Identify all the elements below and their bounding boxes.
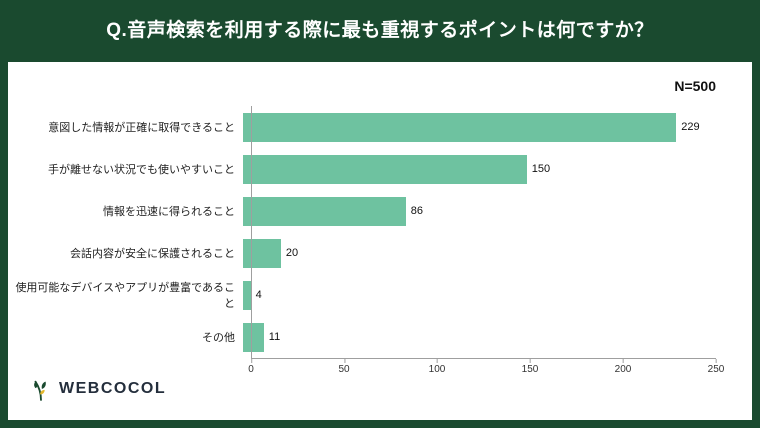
- brand-name: WEBCOCOL: [59, 380, 167, 397]
- value-label: 150: [531, 163, 551, 175]
- value-label: 11: [268, 331, 281, 343]
- question-banner: Q.音声検索を利用する際に最も重視するポイントは何ですか？: [0, 0, 760, 56]
- x-tick-label: 200: [614, 359, 632, 375]
- chart-panel: N=500 意図した情報が正確に取得できること 229 手が離せない状況でも使いやす…: [8, 62, 752, 420]
- sprout-icon: [34, 380, 46, 401]
- bar-track: 11: [243, 322, 716, 352]
- bar-track: 150: [243, 154, 716, 184]
- category-label: 使用可能なデバイスやアプリが豊富であること: [15, 282, 235, 310]
- bar: [243, 112, 677, 142]
- bar-track: 4: [243, 280, 716, 310]
- bar-track: 86: [243, 196, 716, 226]
- x-axis: 0 50 100 150 200 250: [248, 358, 724, 378]
- bar-row: 手が離せない状況でも使いやすいこと 150: [8, 148, 716, 190]
- x-tick-label: 150: [521, 359, 539, 375]
- bar-row: 情報を迅速に得られること 86: [8, 190, 716, 232]
- sample-size-label: N=500: [674, 78, 716, 94]
- category-label: 会話内容が安全に保護されること: [70, 248, 235, 260]
- x-tick-label: 250: [707, 359, 725, 375]
- value-label: 4: [255, 289, 262, 301]
- bar-row: 意図した情報が正確に取得できること 229: [8, 106, 716, 148]
- bar-rows: 意図した情報が正確に取得できること 229 手が離せない状況でも使いやすいこと 150…: [8, 106, 716, 358]
- category-label: 手が離せない状況でも使いやすいこと: [48, 164, 235, 176]
- bar: [243, 280, 251, 310]
- brand-logo: WEBCOCOL: [30, 376, 166, 402]
- x-tick-label: 100: [428, 359, 446, 375]
- category-label: その他: [202, 332, 235, 344]
- bar: [243, 154, 527, 184]
- bar: [243, 196, 406, 226]
- bar-track: 229: [243, 112, 716, 142]
- bar-row: 使用可能なデバイスやアプリが豊富であること 4: [8, 274, 716, 316]
- category-label: 情報を迅速に得られること: [103, 206, 235, 218]
- bar-track: 20: [243, 238, 716, 268]
- bar: [243, 238, 281, 268]
- value-label: 86: [410, 205, 423, 217]
- bar-row: 会話内容が安全に保護されること 20: [8, 232, 716, 274]
- x-tick-label: 0: [248, 359, 254, 375]
- y-axis-line: [251, 106, 252, 358]
- value-label: 229: [681, 121, 700, 133]
- category-label: 意図した情報が正確に取得できること: [48, 122, 235, 134]
- bar: [243, 322, 264, 352]
- value-label: 20: [285, 247, 299, 259]
- x-tick-label: 50: [338, 359, 350, 375]
- bar-row: その他 11: [8, 316, 716, 358]
- question-title: Q.音声検索を利用する際に最も重視するポイントは何ですか？: [106, 19, 654, 41]
